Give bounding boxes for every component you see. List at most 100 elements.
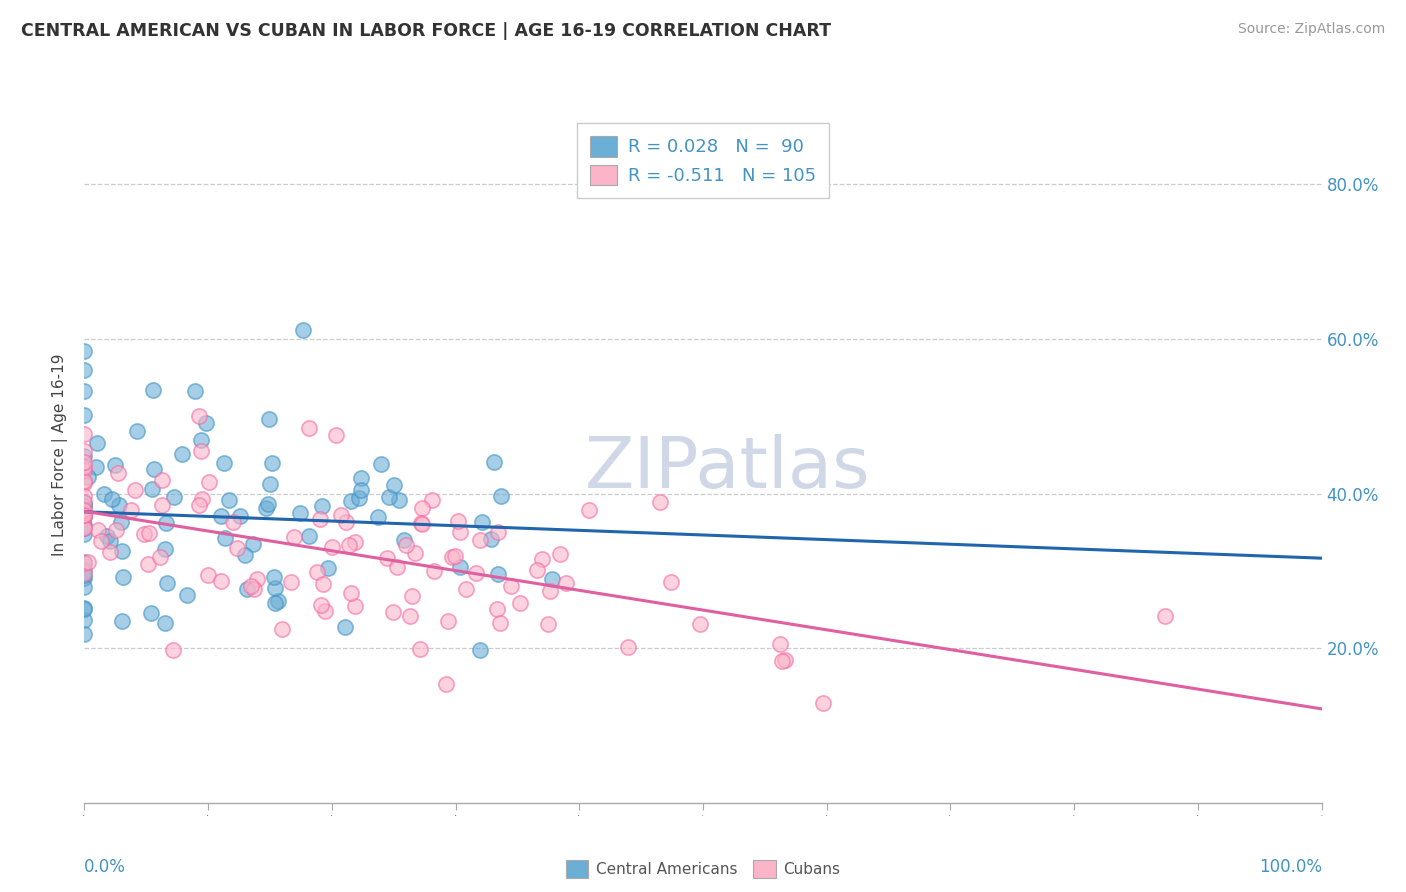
Point (73, 475, 96, 490)
Legend: Central Americans, Cubans: Central Americans, Cubans (558, 853, 848, 886)
Point (311, 598, 333, 612)
Point (155, 516, 177, 531)
Point (156, 576, 179, 591)
Point (73, 526, 96, 541)
Point (86, 436, 108, 450)
Point (454, 582, 477, 596)
Point (257, 497, 280, 511)
Point (225, 541, 247, 555)
Point (101, 491, 124, 506)
Point (311, 500, 333, 514)
Point (90, 534, 112, 549)
Point (153, 541, 176, 556)
Point (73, 563, 96, 577)
Point (73, 555, 96, 569)
Point (330, 508, 353, 522)
Point (73, 474, 96, 488)
Point (489, 616, 512, 631)
Point (555, 576, 578, 591)
Point (73, 568, 96, 582)
Point (370, 457, 392, 471)
Point (212, 456, 235, 470)
Point (468, 533, 491, 548)
Point (443, 549, 465, 563)
Point (1154, 608, 1177, 623)
Point (183, 384, 205, 399)
Point (239, 579, 262, 593)
Point (176, 588, 198, 602)
Point (378, 491, 401, 505)
Text: ZIPatlas: ZIPatlas (585, 434, 870, 503)
Point (110, 515, 132, 529)
Point (73, 489, 96, 503)
Point (138, 525, 160, 540)
Point (73, 521, 96, 535)
Point (395, 538, 418, 552)
Point (482, 455, 505, 469)
Point (149, 549, 172, 564)
Point (411, 501, 433, 516)
Point (337, 537, 360, 551)
Point (162, 490, 184, 504)
Point (530, 551, 553, 566)
Point (270, 623, 292, 637)
Text: CENTRAL AMERICAN VS CUBAN IN LABOR FORCE | AGE 16-19 CORRELATION CHART: CENTRAL AMERICAN VS CUBAN IN LABOR FORCE… (21, 22, 831, 40)
Point (264, 581, 287, 595)
Point (209, 574, 232, 588)
Point (139, 607, 162, 621)
Point (124, 483, 146, 498)
Point (399, 608, 422, 623)
Point (73, 510, 96, 524)
Point (73, 443, 96, 458)
Point (486, 524, 509, 539)
Point (73, 520, 96, 534)
Point (73, 384, 96, 399)
Point (73, 601, 96, 615)
Point (437, 614, 460, 628)
Point (264, 596, 287, 610)
Point (190, 444, 212, 458)
Point (73, 463, 96, 477)
Point (162, 643, 184, 657)
Point (134, 527, 156, 541)
Point (401, 590, 423, 604)
Point (111, 614, 134, 628)
Point (73, 455, 96, 469)
Text: Source: ZipAtlas.com: Source: ZipAtlas.com (1237, 22, 1385, 37)
Point (188, 498, 211, 512)
Point (420, 492, 443, 507)
Point (98, 533, 121, 548)
Point (537, 616, 560, 631)
Point (465, 566, 488, 581)
Point (298, 421, 321, 435)
Point (436, 677, 458, 691)
Point (404, 546, 426, 560)
Point (375, 550, 398, 565)
Point (292, 323, 315, 337)
Point (73, 459, 96, 474)
Point (221, 515, 243, 529)
Point (108, 498, 131, 512)
Point (111, 569, 134, 583)
Point (73, 500, 96, 514)
Point (73, 508, 96, 522)
Point (73, 344, 96, 359)
Point (689, 616, 711, 631)
Point (468, 643, 491, 657)
Point (172, 447, 194, 461)
Point (339, 493, 361, 508)
Point (343, 535, 366, 549)
Point (394, 533, 416, 548)
Point (218, 492, 240, 507)
Point (314, 605, 336, 619)
Point (347, 491, 370, 505)
Point (190, 434, 212, 448)
Point (335, 516, 357, 530)
Point (73, 449, 96, 463)
Point (73, 571, 96, 585)
Point (73, 505, 96, 519)
Point (73, 363, 96, 377)
Point (388, 492, 411, 507)
Point (98, 545, 121, 559)
Point (150, 498, 173, 512)
